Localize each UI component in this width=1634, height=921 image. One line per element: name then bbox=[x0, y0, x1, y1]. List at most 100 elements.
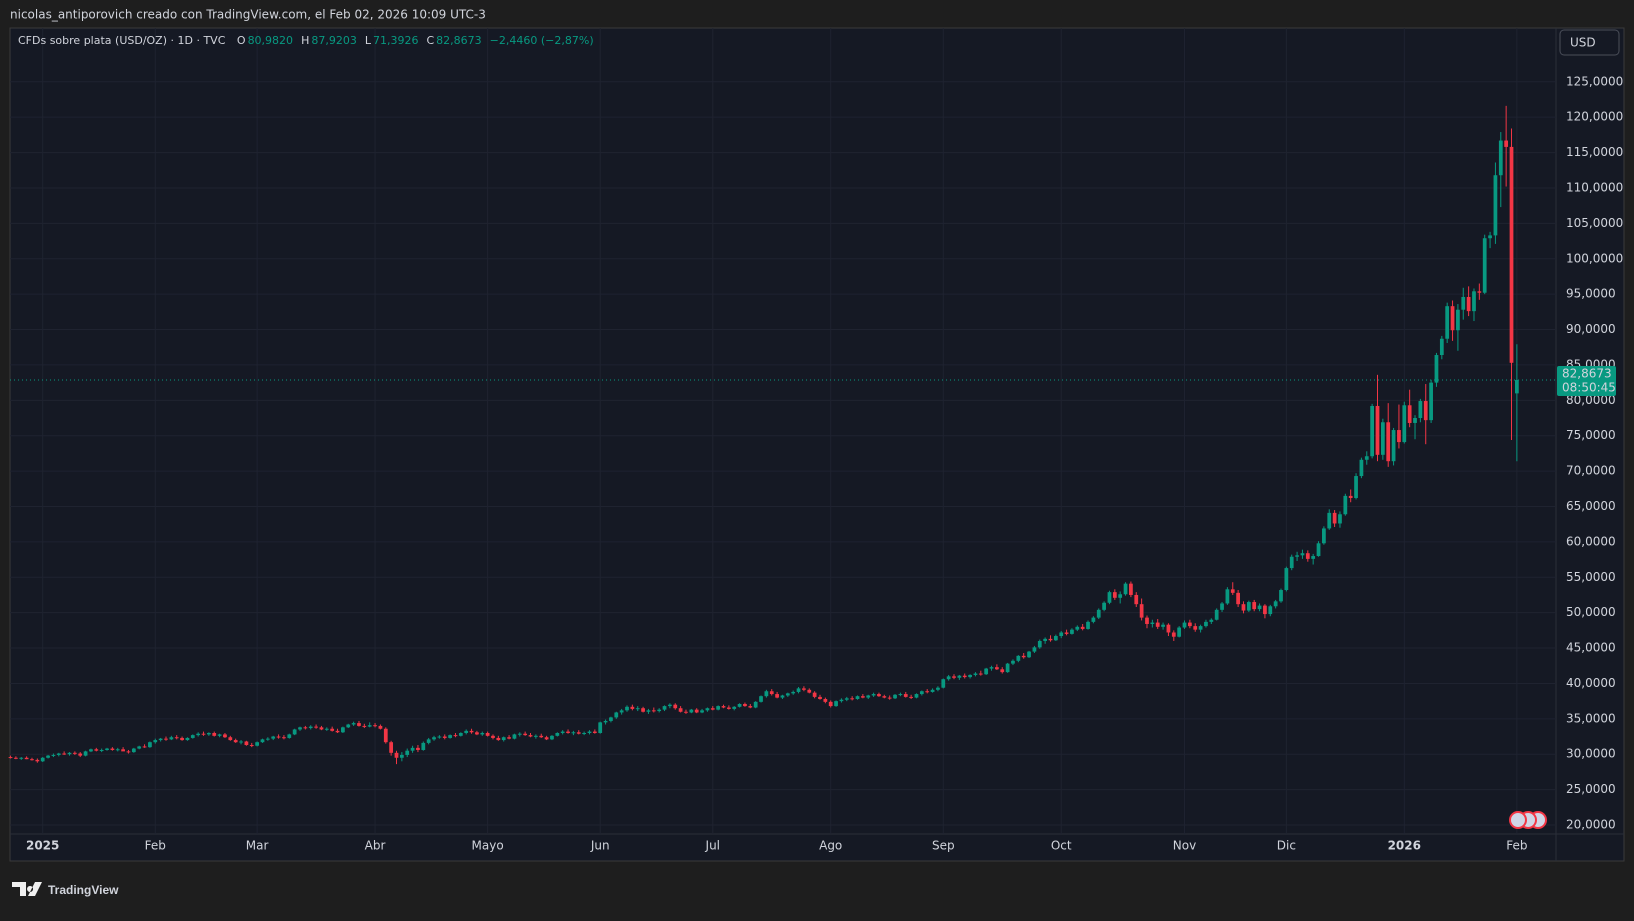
candle-body bbox=[249, 745, 254, 747]
x-tick-label: Abr bbox=[365, 839, 386, 853]
candle-body bbox=[357, 723, 361, 726]
candle-body bbox=[217, 734, 222, 736]
candle-body bbox=[646, 710, 651, 712]
candle-body bbox=[362, 725, 367, 727]
candle-body bbox=[737, 703, 742, 707]
x-tick-label: Mar bbox=[246, 839, 269, 853]
candle-body bbox=[1091, 617, 1096, 622]
candle-body bbox=[244, 741, 249, 746]
candle-body bbox=[898, 694, 903, 696]
candle-body bbox=[818, 696, 822, 700]
candle-body bbox=[582, 732, 586, 734]
candle-body bbox=[201, 733, 206, 735]
legend-key: O bbox=[236, 34, 246, 47]
candle-body bbox=[635, 708, 640, 710]
candle-body bbox=[1332, 512, 1337, 524]
y-tick-label: 35,0000 bbox=[1566, 711, 1616, 725]
candle-body bbox=[324, 728, 329, 730]
watermark: nicolas_antiporovich creado con TradingV… bbox=[10, 8, 486, 22]
candle-body bbox=[1300, 553, 1305, 556]
candle-body bbox=[641, 708, 645, 712]
candle-body bbox=[469, 730, 474, 733]
candle-body bbox=[1102, 602, 1106, 610]
candle-body bbox=[700, 710, 704, 713]
candle-body bbox=[158, 738, 163, 741]
candle-body bbox=[705, 708, 710, 711]
candle-body bbox=[190, 735, 195, 738]
candle-body bbox=[1498, 140, 1503, 176]
event-icon[interactable] bbox=[1509, 811, 1527, 829]
candle-body bbox=[732, 706, 737, 709]
candle-body bbox=[351, 723, 356, 725]
y-tick-label: 100,0000 bbox=[1566, 251, 1623, 265]
candle-body bbox=[694, 709, 699, 713]
candle-body bbox=[1096, 609, 1101, 618]
candle-body bbox=[662, 706, 667, 710]
candle-body bbox=[657, 709, 662, 712]
candle-body bbox=[62, 753, 67, 755]
x-tick-label: Oct bbox=[1051, 839, 1072, 853]
candle-body bbox=[1220, 603, 1224, 610]
candle-body bbox=[716, 706, 721, 710]
candle-body bbox=[1145, 617, 1149, 624]
candle-body bbox=[673, 704, 678, 709]
candle-body bbox=[941, 679, 946, 688]
y-tick-label: 25,0000 bbox=[1566, 782, 1616, 796]
candle-body bbox=[936, 687, 940, 690]
logo-text: TradingView bbox=[48, 883, 119, 897]
candle-body bbox=[1166, 624, 1171, 633]
y-tick-label: 75,0000 bbox=[1566, 428, 1616, 442]
candle-body bbox=[314, 726, 318, 728]
candle-body bbox=[1080, 626, 1085, 629]
candle-body bbox=[24, 757, 29, 760]
candle-body bbox=[410, 747, 415, 751]
countdown-label: 08:50:45 bbox=[1562, 381, 1616, 395]
candle-body bbox=[1005, 663, 1010, 673]
candle-body bbox=[1161, 624, 1165, 627]
candle-body bbox=[1021, 655, 1026, 658]
candle-body bbox=[1477, 291, 1482, 293]
legend-change: −2,4460 (−2,87%) bbox=[489, 34, 594, 47]
candle-body bbox=[271, 736, 276, 739]
candle-body bbox=[1311, 556, 1316, 559]
y-tick-label: 125,0000 bbox=[1566, 74, 1623, 88]
candle-body bbox=[748, 706, 753, 708]
candle-body bbox=[56, 753, 61, 755]
candle-body bbox=[512, 734, 517, 739]
candle-body bbox=[1123, 583, 1128, 595]
legend-key: C bbox=[426, 34, 435, 47]
candle-body bbox=[909, 696, 913, 698]
candle-body bbox=[1413, 418, 1417, 423]
candle-body bbox=[35, 759, 40, 762]
candle-body bbox=[105, 748, 109, 750]
candle-body bbox=[619, 710, 624, 713]
candle-body bbox=[1139, 604, 1144, 618]
candle-body bbox=[1375, 405, 1380, 455]
candle-body bbox=[1316, 543, 1321, 557]
candle-body bbox=[834, 701, 838, 707]
candle-body bbox=[946, 676, 951, 680]
candle-body bbox=[625, 706, 629, 711]
candle-body bbox=[517, 733, 522, 735]
candle-body bbox=[957, 675, 962, 678]
currency-label[interactable]: USD bbox=[1570, 36, 1596, 50]
x-tick-label: Feb bbox=[145, 839, 166, 853]
candle-body bbox=[1053, 636, 1058, 641]
candle-body bbox=[399, 754, 404, 758]
candle-body bbox=[1402, 405, 1407, 443]
candle-body bbox=[72, 752, 77, 754]
candle-body bbox=[1434, 355, 1439, 383]
candle-body bbox=[1268, 606, 1273, 615]
candle-body bbox=[544, 737, 549, 740]
y-tick-label: 115,0000 bbox=[1566, 145, 1623, 159]
candle-body bbox=[496, 737, 501, 741]
candle-body bbox=[308, 726, 313, 729]
candle-body bbox=[1086, 621, 1090, 629]
legend-value: 71,3926 bbox=[372, 34, 419, 47]
y-tick-label: 90,0000 bbox=[1566, 322, 1616, 336]
candle-body bbox=[303, 727, 308, 729]
candle-body bbox=[919, 691, 924, 695]
candle-body bbox=[292, 729, 297, 735]
currency-button[interactable] bbox=[1559, 29, 1620, 56]
y-tick-label: 65,0000 bbox=[1566, 499, 1616, 513]
